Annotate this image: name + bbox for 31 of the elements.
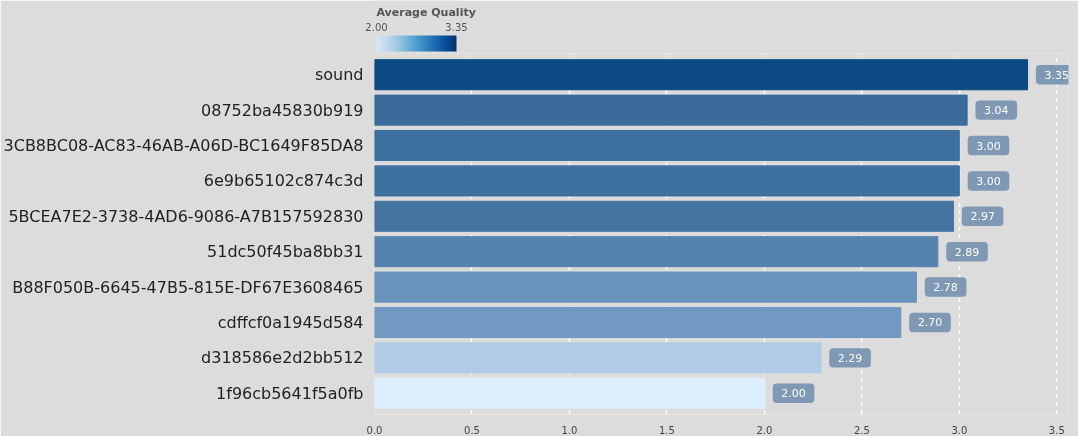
y-tick-label: B88F050B-6645-47B5-815E-DF67E3608465 [12, 277, 364, 297]
y-tick-label: d318586e2d2bb512 [201, 348, 364, 368]
y-tick-label: cdffcf0a1945d584 [217, 312, 364, 332]
x-tick-label: 3.0 [951, 424, 968, 436]
y-tick-label: 1f96cb5641f5a0fb [216, 383, 364, 403]
data-label: 3.04 [984, 104, 1009, 118]
x-tick-label: 1.0 [561, 424, 578, 436]
data-label: 3.00 [976, 174, 1001, 188]
y-tick-label: 3CB8BC08-AC83-46AB-A06D-BC1649F85DA8 [3, 136, 364, 156]
color-bar-label: 3.35 [445, 21, 468, 33]
x-tick-label: 3.5 [1048, 424, 1065, 436]
data-label: 3.35 [1044, 68, 1069, 82]
y-tick-label: 5BCEA7E2-3738-4AD6-9086-A7B157592830 [8, 206, 364, 226]
data-label: 2.00 [781, 387, 806, 401]
data-label: 3.00 [976, 139, 1001, 153]
data-label: 2.29 [837, 351, 863, 365]
data-label: 2.78 [933, 281, 958, 295]
y-tick-label: 6e9b65102c874c3d [203, 171, 364, 191]
x-tick-label: 0.5 [464, 424, 480, 436]
x-tick-label: 2.0 [756, 424, 773, 436]
color-bar-title: Average Quality [376, 5, 476, 19]
data-label: 2.97 [970, 210, 995, 224]
x-tick-label: 0.0 [366, 424, 383, 436]
color-bar-label: 2.00 [365, 21, 388, 33]
y-tick-label: sound [314, 65, 364, 85]
y-tick-label: 08752ba45830b919 [201, 100, 364, 120]
data-label: 2.70 [917, 316, 943, 330]
x-tick-label: 1.5 [658, 424, 675, 436]
data-label: 2.89 [954, 245, 980, 259]
y-tick-label: 51dc50f45ba8bb31 [207, 242, 364, 262]
x-tick-label: 2.5 [853, 424, 870, 436]
